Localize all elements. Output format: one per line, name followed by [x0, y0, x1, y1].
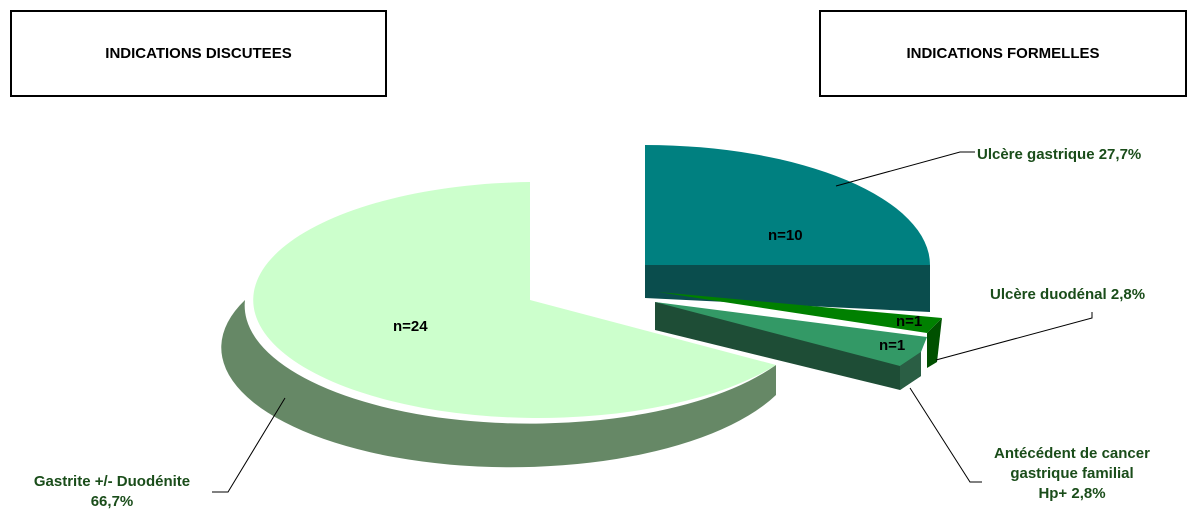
count-label-ug: n=10: [768, 227, 803, 244]
label-ulcere-gastrique: Ulcère gastrique 27,7%: [977, 146, 1142, 163]
label-antecedent-line2: gastrique familial: [1010, 465, 1134, 482]
label-gastrite-line2: 66,7%: [90, 493, 134, 510]
slice-ud-top: [658, 292, 942, 333]
slice-ac-edge: [900, 352, 921, 390]
header-box-discutees: INDICATIONS DISCUTEES: [10, 10, 387, 97]
leader-line-gd: [212, 397, 286, 493]
label-antecedent-line1: Antécédent de cancer: [994, 445, 1150, 462]
slice-ulcere-duodenal: [658, 292, 942, 368]
count-label-gastrite: n=24: [393, 318, 428, 335]
count-label-ac: n=1: [879, 337, 905, 354]
slice-ud-side: [927, 318, 942, 368]
label-gastrite-line1: Gastrite +/- Duodénite: [33, 473, 191, 490]
header-formelles-text: INDICATIONS FORMELLES: [906, 45, 1100, 62]
slice-gastrite-side: [221, 300, 776, 468]
leader-line-ug: [835, 151, 975, 187]
header-discutees-text: INDICATIONS DISCUTEES: [105, 45, 292, 62]
label-gastrite: Gastrite +/- Duodénite 66,7%: [12, 472, 212, 512]
count-label-ud: n=1: [896, 313, 922, 330]
leader-line-ac: [909, 387, 982, 483]
slice-antecedent: [655, 302, 927, 390]
slice-ug-top: [645, 145, 930, 265]
header-box-formelles: INDICATIONS FORMELLES: [819, 10, 1187, 97]
label-antecedent-line3: Hp+ 2,8%: [1038, 485, 1106, 502]
slice-ac-top: [655, 302, 927, 366]
slice-ac-side: [655, 302, 921, 390]
slice-gastrite: [221, 182, 776, 468]
slice-gastrite-top: [253, 182, 776, 418]
leader-line-ud: [935, 312, 1093, 361]
label-ulcere-duodenal: Ulcère duodénal 2,8%: [990, 286, 1146, 303]
label-antecedent: Antécédent de cancer gastrique familial …: [982, 444, 1162, 504]
